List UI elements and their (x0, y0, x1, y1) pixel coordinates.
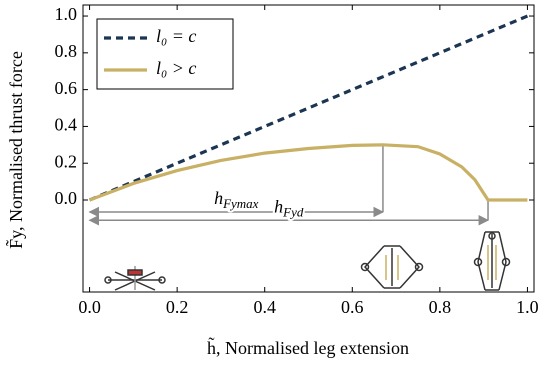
y-tick-label: 0.0 (55, 188, 78, 208)
y-tick-label: 0.4 (55, 115, 78, 135)
x-axis-label: h̃, Normalised leg extension (207, 336, 409, 358)
annotation-label: hFyd (274, 196, 304, 219)
legend-label: l₀ > c (156, 58, 196, 78)
plot-frame (82, 4, 535, 293)
y-tick-label: 0.6 (55, 78, 78, 98)
annotation-label: hFymax (214, 188, 259, 211)
robot-mid (360, 245, 424, 289)
annotation-text: h (274, 196, 283, 216)
x-tick-label: 0.6 (341, 297, 364, 317)
y-tick-label: 1.0 (55, 4, 78, 24)
legend-label: l₀ = c (156, 26, 196, 46)
y-tick-label: 0.8 (55, 41, 78, 61)
x-tick-label: 0.4 (253, 297, 276, 317)
annotation-text: h (214, 188, 223, 208)
series-line (89, 143, 528, 202)
legend-box (96, 18, 234, 90)
x-tick-label: 0.8 (429, 297, 452, 317)
x-tick-label: 0.0 (78, 297, 101, 317)
legend: l₀ = c l₀ > c (96, 18, 234, 90)
y-axis-label: F̃y, Normalised thrust force (5, 51, 27, 249)
annotation-subscript: Fymax (222, 196, 259, 211)
x-tick-label: 1.0 (516, 297, 539, 317)
robot-retracted (104, 266, 166, 291)
annotation-subscript: Fyd (282, 204, 304, 219)
robot-extended (473, 231, 511, 291)
x-tick-label: 0.2 (166, 297, 189, 317)
y-tick-label: 0.2 (55, 151, 78, 171)
robot-illustrations (104, 231, 511, 291)
